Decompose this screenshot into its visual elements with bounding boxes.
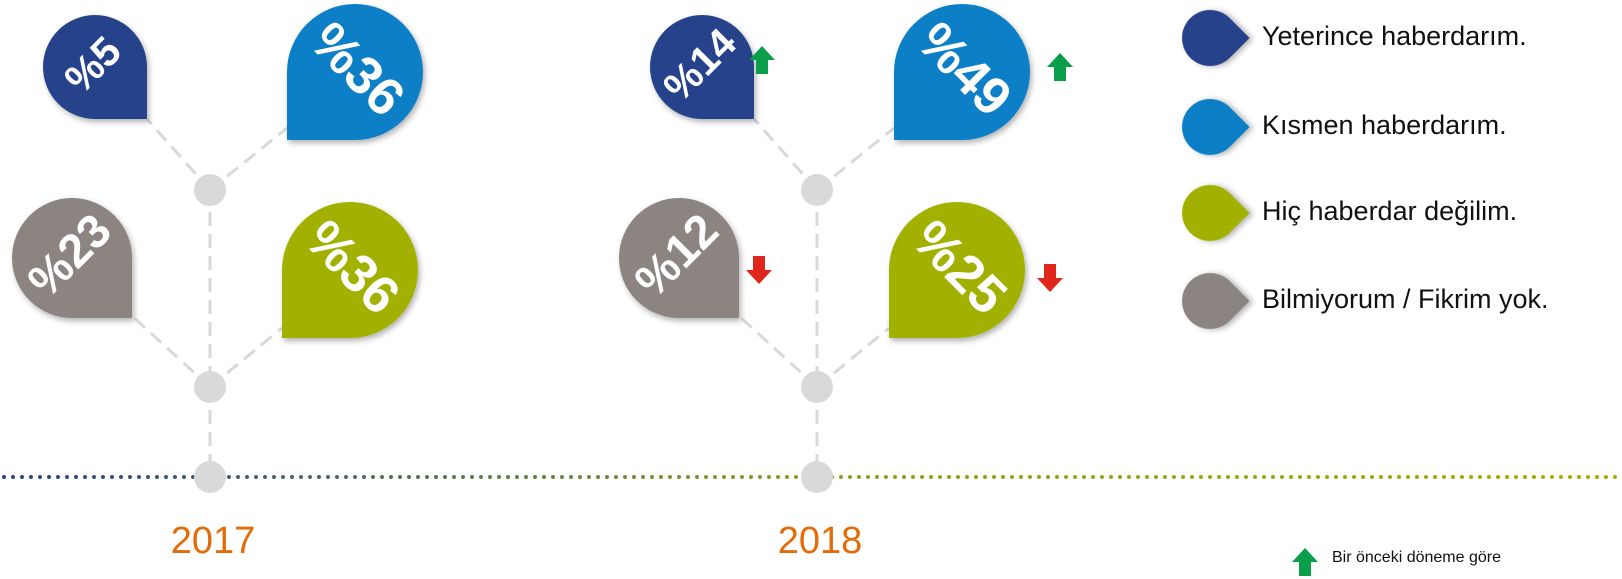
connector	[209, 126, 288, 192]
node	[194, 371, 226, 403]
legend-item	[1182, 273, 1250, 329]
pin	[650, 15, 754, 119]
node	[801, 174, 833, 206]
pin	[43, 15, 147, 119]
legend-label: Kısmen haberdarım.	[1262, 110, 1507, 140]
pin	[287, 4, 423, 140]
connector	[816, 326, 890, 389]
pin	[1182, 273, 1250, 329]
trend-arrow	[749, 46, 775, 74]
node	[801, 461, 833, 493]
connector	[752, 118, 819, 191]
node	[194, 461, 226, 493]
legend-item	[1182, 185, 1250, 241]
legend-label: Hiç haberdar değilim.	[1262, 196, 1517, 226]
footnote: Bir önceki döneme göre	[1332, 549, 1501, 566]
pin	[1182, 10, 1250, 66]
pin	[894, 4, 1030, 140]
pin	[12, 198, 132, 318]
connector	[816, 126, 895, 192]
pin	[619, 198, 739, 318]
pin	[282, 202, 418, 338]
pin	[1182, 99, 1250, 155]
pin	[889, 202, 1025, 338]
pin	[1182, 185, 1250, 241]
legend-item	[1182, 10, 1250, 66]
connector	[145, 118, 212, 191]
year-label: 2018	[778, 520, 863, 562]
connector	[209, 326, 283, 389]
legend-item	[1182, 99, 1250, 155]
legend-label: Bilmiyorum / Fikrim yok.	[1262, 284, 1549, 314]
node	[801, 371, 833, 403]
trend-arrow	[1047, 53, 1073, 81]
year-label: 2017	[171, 520, 256, 562]
connector	[130, 314, 212, 389]
node	[194, 174, 226, 206]
trend-arrow	[746, 256, 772, 284]
connector	[737, 314, 819, 389]
trend-arrow	[1037, 264, 1063, 292]
trend-arrow	[1292, 548, 1318, 576]
legend-label: Yeterince haberdarım.	[1262, 21, 1527, 51]
